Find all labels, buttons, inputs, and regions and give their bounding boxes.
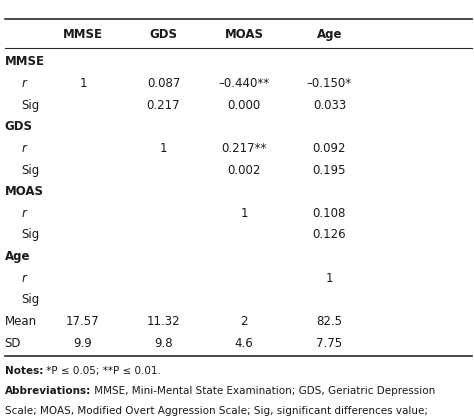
Text: –0.440**: –0.440** xyxy=(219,77,270,90)
Text: 0.087: 0.087 xyxy=(147,77,180,90)
Text: GDS: GDS xyxy=(149,28,178,41)
Text: 4.6: 4.6 xyxy=(235,337,254,349)
Text: 0.217**: 0.217** xyxy=(221,142,267,155)
Text: 17.57: 17.57 xyxy=(66,315,100,328)
Text: Sig: Sig xyxy=(21,228,40,241)
Text: Sig: Sig xyxy=(21,293,40,306)
Text: MOAS: MOAS xyxy=(5,185,44,198)
Text: Notes:: Notes: xyxy=(5,366,43,376)
Text: 0.002: 0.002 xyxy=(228,163,261,176)
Text: 11.32: 11.32 xyxy=(147,315,180,328)
Text: MMSE: MMSE xyxy=(63,28,103,41)
Text: 1: 1 xyxy=(326,272,333,285)
Text: MMSE: MMSE xyxy=(5,55,45,68)
Text: 1: 1 xyxy=(79,77,87,90)
Text: –0.150*: –0.150* xyxy=(307,77,352,90)
Text: MOAS: MOAS xyxy=(225,28,264,41)
Text: 0.217: 0.217 xyxy=(147,99,180,111)
Text: Age: Age xyxy=(317,28,342,41)
Text: 9.9: 9.9 xyxy=(73,337,92,349)
Text: r: r xyxy=(21,272,26,285)
Text: 9.8: 9.8 xyxy=(154,337,173,349)
Text: 0.108: 0.108 xyxy=(313,207,346,220)
Text: Sig: Sig xyxy=(21,163,40,176)
Text: 0.092: 0.092 xyxy=(313,142,346,155)
Text: Mean: Mean xyxy=(5,315,37,328)
Text: r: r xyxy=(21,77,26,90)
Text: 0.126: 0.126 xyxy=(313,228,346,241)
Text: 1: 1 xyxy=(240,207,248,220)
Text: 0.195: 0.195 xyxy=(313,163,346,176)
Text: Scale; MOAS, Modified Overt Aggression Scale; Sig, significant differences value: Scale; MOAS, Modified Overt Aggression S… xyxy=(5,406,428,416)
Text: GDS: GDS xyxy=(5,120,33,133)
Text: 1: 1 xyxy=(160,142,167,155)
Text: Abbreviations:: Abbreviations: xyxy=(5,386,91,396)
Text: SD: SD xyxy=(5,337,21,349)
Text: 7.75: 7.75 xyxy=(316,337,343,349)
Text: 0.033: 0.033 xyxy=(313,99,346,111)
Text: Sig: Sig xyxy=(21,99,40,111)
Text: 2: 2 xyxy=(240,315,248,328)
Text: 0.000: 0.000 xyxy=(228,99,261,111)
Text: r: r xyxy=(21,142,26,155)
Text: MMSE, Mini-Mental State Examination; GDS, Geriatric Depression: MMSE, Mini-Mental State Examination; GDS… xyxy=(91,386,435,396)
Text: *P ≤ 0.05; **P ≤ 0.01.: *P ≤ 0.05; **P ≤ 0.01. xyxy=(43,366,161,376)
Text: r: r xyxy=(21,207,26,220)
Text: Age: Age xyxy=(5,250,30,263)
Text: 82.5: 82.5 xyxy=(317,315,342,328)
